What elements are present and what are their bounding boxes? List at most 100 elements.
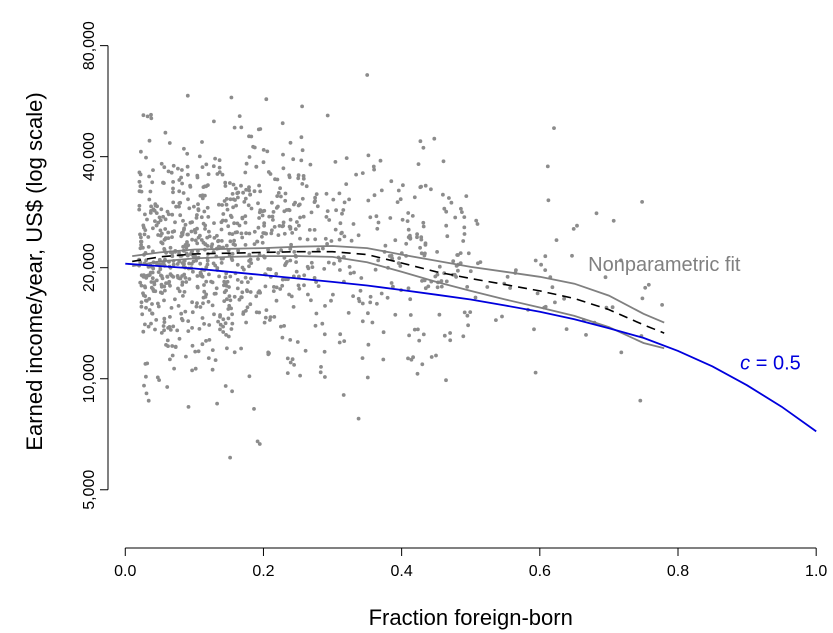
scatter-point bbox=[398, 197, 403, 202]
scatter-point bbox=[408, 313, 413, 317]
scatter-point bbox=[257, 183, 261, 188]
fit-lines bbox=[125, 245, 817, 433]
scatter-point bbox=[221, 330, 226, 334]
scatter-point bbox=[374, 214, 379, 219]
scatter-point bbox=[611, 218, 616, 223]
scatter-point bbox=[171, 186, 175, 191]
scatter-point bbox=[161, 180, 166, 185]
scatter-point bbox=[285, 356, 290, 361]
scatter-point bbox=[241, 190, 246, 195]
scatter-point bbox=[202, 289, 207, 294]
scatter-point bbox=[192, 228, 197, 232]
scatter-point bbox=[196, 208, 201, 213]
scatter-point bbox=[235, 286, 240, 291]
scatter-point bbox=[309, 298, 313, 303]
scatter-point bbox=[147, 197, 152, 202]
scatter-point bbox=[456, 268, 460, 273]
scatter-point bbox=[300, 104, 304, 109]
scatter-point bbox=[248, 302, 253, 307]
scatter-point bbox=[349, 238, 354, 243]
scatter-point bbox=[225, 279, 230, 284]
scatter-point bbox=[148, 211, 153, 215]
scatter-point bbox=[275, 194, 280, 199]
scatter-point bbox=[211, 261, 216, 266]
scatter-point bbox=[407, 333, 411, 338]
scatter-point bbox=[171, 200, 176, 205]
scatter-point bbox=[200, 165, 205, 170]
scatter-point bbox=[162, 316, 167, 321]
scatter-point bbox=[171, 180, 176, 184]
scatter-point bbox=[415, 232, 419, 237]
scatter-point bbox=[155, 204, 160, 209]
scatter-point bbox=[346, 311, 351, 315]
scatter-point bbox=[301, 214, 306, 219]
scatter-point bbox=[324, 191, 329, 196]
scatter-point bbox=[475, 222, 480, 226]
scatter-point bbox=[420, 362, 425, 367]
scatter-point bbox=[419, 235, 424, 240]
scatter-points bbox=[137, 73, 664, 460]
scatter-point bbox=[543, 268, 548, 272]
scatter-point bbox=[421, 332, 426, 337]
scatter-point bbox=[322, 267, 327, 271]
scatter-point bbox=[143, 212, 147, 217]
scatter-point bbox=[219, 239, 224, 243]
scatter-point bbox=[235, 262, 240, 267]
scatter-point bbox=[229, 95, 234, 100]
scatter-point bbox=[220, 172, 225, 177]
scatter-point bbox=[445, 234, 450, 239]
scatter-point bbox=[387, 254, 392, 258]
y-tick-label: 40,000 bbox=[81, 132, 98, 181]
scatter-point bbox=[334, 208, 338, 213]
scatter-point bbox=[322, 332, 327, 337]
scatter-point bbox=[160, 291, 165, 295]
scatter-point bbox=[210, 280, 215, 285]
scatter-point bbox=[373, 267, 378, 272]
scatter-point bbox=[426, 284, 431, 289]
scatter-point bbox=[247, 134, 251, 139]
scatter-point bbox=[388, 216, 393, 220]
scatter-point bbox=[138, 232, 142, 237]
scatter-point bbox=[321, 246, 325, 251]
scatter-point bbox=[252, 229, 257, 234]
scatter-point bbox=[295, 340, 300, 344]
scatter-point bbox=[395, 200, 400, 205]
scatter-point bbox=[263, 284, 268, 289]
scatter-point bbox=[406, 356, 410, 361]
scatter-point bbox=[288, 140, 293, 145]
scatter-point bbox=[301, 174, 306, 178]
scatter-point bbox=[213, 156, 218, 161]
scatter-point bbox=[170, 353, 175, 358]
scatter-point bbox=[281, 152, 285, 157]
scatter-point bbox=[138, 172, 143, 177]
scatter-point bbox=[236, 248, 241, 253]
scatter-point bbox=[137, 179, 142, 184]
scatter-point bbox=[287, 292, 291, 297]
scatter-point bbox=[262, 320, 267, 325]
scatter-point bbox=[261, 160, 266, 165]
scatter-point bbox=[230, 321, 235, 326]
scatter-point bbox=[619, 350, 624, 355]
scatter-point bbox=[283, 191, 288, 196]
scatter-point bbox=[268, 318, 272, 322]
scatter-point bbox=[344, 156, 349, 161]
scatter-point bbox=[217, 158, 222, 163]
scatter-point bbox=[514, 268, 518, 273]
scatter-point bbox=[266, 170, 271, 174]
scatter-point bbox=[288, 258, 293, 263]
scatter-point bbox=[562, 296, 566, 301]
scatter-point bbox=[215, 401, 220, 406]
scatter-point bbox=[166, 344, 170, 348]
scatter-point bbox=[381, 330, 386, 335]
scatter-point bbox=[182, 227, 186, 232]
scatter-point bbox=[158, 218, 163, 223]
scatter-point bbox=[247, 231, 252, 236]
scatter-point bbox=[166, 169, 171, 174]
scatter-point bbox=[366, 198, 371, 203]
scatter-point bbox=[660, 303, 664, 307]
scatter-point bbox=[270, 228, 274, 233]
scatter-point bbox=[452, 272, 457, 277]
scatter-point bbox=[444, 279, 449, 284]
scatter-point bbox=[266, 352, 271, 357]
scatter-point bbox=[178, 213, 183, 218]
